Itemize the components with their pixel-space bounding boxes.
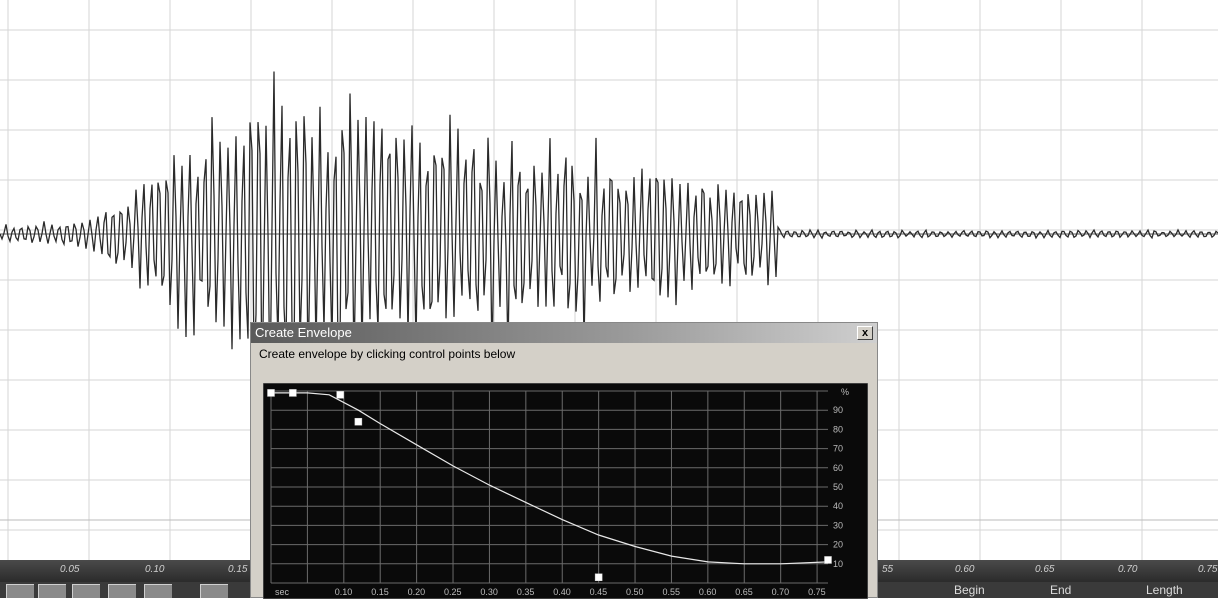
x-tick-label: 0.25: [444, 587, 462, 597]
control-point-handle[interactable]: [336, 391, 344, 399]
y-tick-label: 60: [833, 463, 843, 473]
begin-label: Begin: [954, 583, 985, 597]
time-tick: 0.15: [228, 564, 248, 575]
y-tick-label: 50: [833, 482, 843, 492]
time-tick: 0.65: [1035, 564, 1055, 575]
y-tick-label: 90: [833, 405, 843, 415]
toolbar-button[interactable]: [108, 584, 136, 598]
dialog-title: Create Envelope: [255, 325, 352, 340]
toolbar-button[interactable]: [144, 584, 172, 598]
x-tick-label: 0.60: [699, 587, 717, 597]
envelope-x-axis: sec 0.10 0.15 0.20 0.25 0.30 0.35 0.40 0.45 0.50 0…: [275, 587, 826, 597]
control-point-handle[interactable]: [354, 417, 363, 426]
x-tick-label: 0.35: [517, 587, 535, 597]
waveform: [0, 71, 1218, 395]
x-tick-label: 0.10: [335, 587, 353, 597]
y-tick-label: 30: [833, 520, 843, 530]
control-point-handle[interactable]: [824, 556, 832, 564]
dialog-instruction: Create envelope by clicking control poin…: [259, 347, 516, 361]
x-tick-label: 0.70: [772, 587, 790, 597]
close-icon[interactable]: x: [857, 326, 873, 340]
x-tick-label: 0.50: [626, 587, 644, 597]
envelope-grid: [270, 390, 828, 584]
toolbar-button[interactable]: [72, 584, 100, 598]
time-tick: 0.70: [1118, 564, 1138, 575]
y-tick-label: 80: [833, 424, 843, 434]
control-points[interactable]: [267, 389, 832, 581]
x-tick-label: 0.75: [808, 587, 826, 597]
x-tick-label: 0.55: [662, 587, 680, 597]
x-unit-label: sec: [275, 587, 290, 597]
time-tick: 0.75: [1198, 564, 1218, 575]
create-envelope-dialog: Create Envelope x Create envelope by cli…: [250, 322, 878, 599]
y-tick-label: 10: [833, 559, 843, 569]
envelope-frame: [263, 383, 868, 599]
control-point-handle[interactable]: [289, 389, 297, 397]
control-point-handle[interactable]: [267, 389, 275, 397]
y-tick-label: 20: [833, 540, 843, 550]
x-tick-label: 0.30: [480, 587, 498, 597]
x-tick-label: 0.15: [371, 587, 389, 597]
envelope-y-axis: % 90 80 70 60 50 40 30 20 10: [833, 387, 849, 569]
time-tick: 0.10: [145, 564, 165, 575]
length-label: Length: [1146, 583, 1183, 597]
time-tick: 0.05: [60, 564, 80, 575]
time-tick: 55: [882, 564, 894, 575]
envelope-editor[interactable]: % 90 80 70 60 50 40 30 20 10 sec 0.10 0.15 0.20 0.25 0…: [263, 383, 868, 599]
control-point-handle[interactable]: [594, 573, 603, 581]
x-tick-label: 0.65: [735, 587, 753, 597]
envelope-curve: [271, 392, 829, 565]
x-tick-label: 0.45: [590, 587, 608, 597]
y-tick-label: 70: [833, 444, 843, 454]
toolbar-button[interactable]: [6, 584, 34, 598]
x-tick-label: 0.40: [553, 587, 571, 597]
y-unit-label: %: [841, 387, 849, 397]
dialog-title-bar[interactable]: Create Envelope x: [251, 323, 877, 343]
x-tick-label: 0.20: [408, 587, 426, 597]
toolbar-button[interactable]: [38, 584, 66, 598]
y-tick-label: 40: [833, 501, 843, 511]
toolbar-button[interactable]: [200, 584, 228, 598]
end-label: End: [1050, 583, 1072, 597]
time-tick: 0.60: [955, 564, 975, 575]
